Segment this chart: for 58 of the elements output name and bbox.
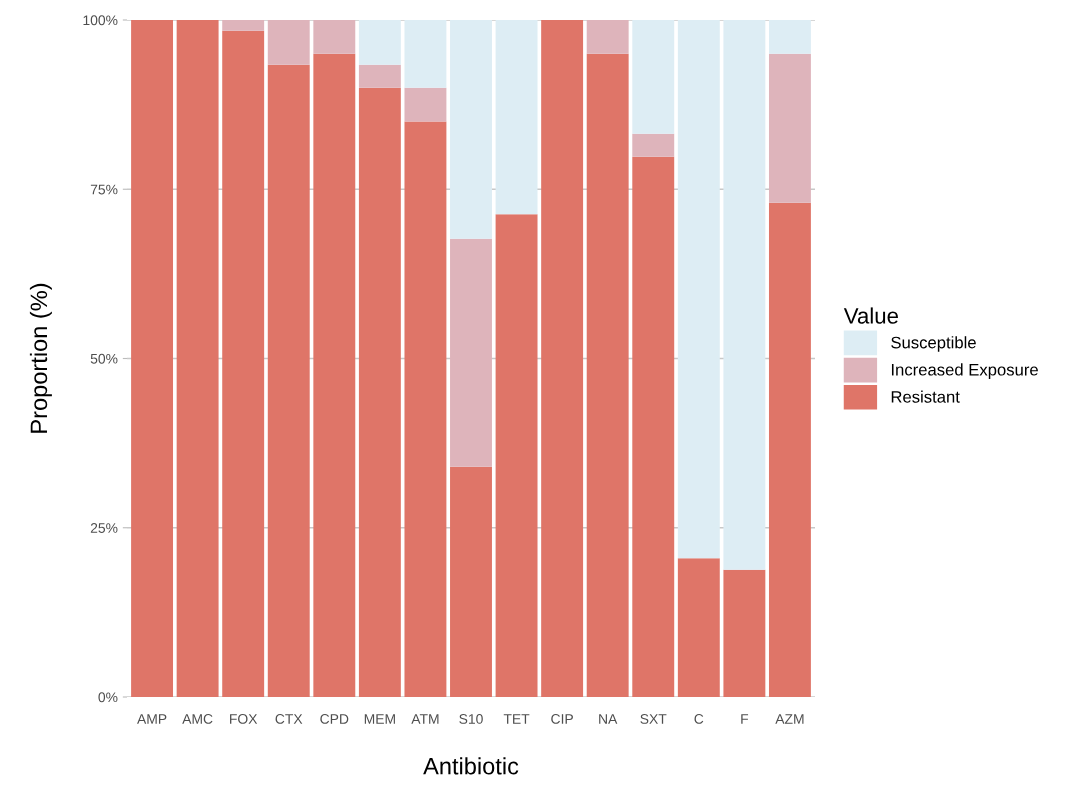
bar xyxy=(541,20,584,697)
x-tick-label: NA xyxy=(599,714,618,724)
bar xyxy=(358,20,401,65)
bar xyxy=(632,156,675,697)
bar xyxy=(131,20,174,697)
x-tick-label: AMC xyxy=(182,714,213,724)
x-axis-title: Antibiotic xyxy=(423,757,519,775)
bar xyxy=(450,238,492,467)
bar xyxy=(222,30,265,697)
y-tick-label: 50% xyxy=(90,353,118,364)
legend-label: Susceptible xyxy=(891,336,976,352)
x-tick-label: CIP xyxy=(551,714,573,724)
bar xyxy=(358,87,401,697)
bar xyxy=(768,53,811,203)
x-tick-label: AMP xyxy=(137,714,167,724)
x-tick-label: C xyxy=(694,714,704,724)
x-tick-label: ATM xyxy=(411,714,439,724)
y-tick-label: 0% xyxy=(98,692,118,703)
x-tick-label: F xyxy=(741,714,749,724)
bar xyxy=(267,20,310,65)
x-tick-label: AZM xyxy=(775,714,804,724)
bar xyxy=(450,20,492,239)
bar xyxy=(495,214,538,697)
bar xyxy=(495,20,538,215)
y-tick-label: 75% xyxy=(90,184,118,195)
y-axis-title: Proportion (%) xyxy=(29,283,52,433)
legend-label: Increased Exposure xyxy=(891,363,1038,379)
x-tick-label: CTX xyxy=(275,714,303,724)
y-tick-label: 100% xyxy=(83,15,118,26)
bar xyxy=(404,87,447,122)
bar xyxy=(404,20,447,88)
x-tick-label: FOX xyxy=(230,714,258,724)
x-tick-label: CPD xyxy=(320,714,349,724)
bar xyxy=(632,133,675,157)
legend-title: Value xyxy=(843,307,898,324)
legend-label: Resistant xyxy=(891,390,960,403)
x-tick-label: SXT xyxy=(640,714,667,724)
bar xyxy=(313,20,356,54)
bar xyxy=(723,20,766,570)
bar xyxy=(404,121,447,697)
bar xyxy=(358,64,401,88)
bar xyxy=(222,20,265,31)
bar xyxy=(768,202,811,697)
x-tick-label: TET xyxy=(503,714,530,724)
x-tick-label: MEM xyxy=(364,714,395,724)
bar xyxy=(677,558,720,697)
y-tick-label: 25% xyxy=(90,523,118,533)
bar xyxy=(586,53,629,697)
bar xyxy=(313,53,356,697)
bar xyxy=(176,20,219,697)
bar xyxy=(450,466,492,697)
bar xyxy=(267,64,310,697)
bar xyxy=(723,569,766,697)
bar xyxy=(632,20,675,134)
bar xyxy=(677,20,720,559)
x-tick-label: S10 xyxy=(459,714,483,724)
bar xyxy=(768,20,811,54)
bar xyxy=(586,20,629,54)
